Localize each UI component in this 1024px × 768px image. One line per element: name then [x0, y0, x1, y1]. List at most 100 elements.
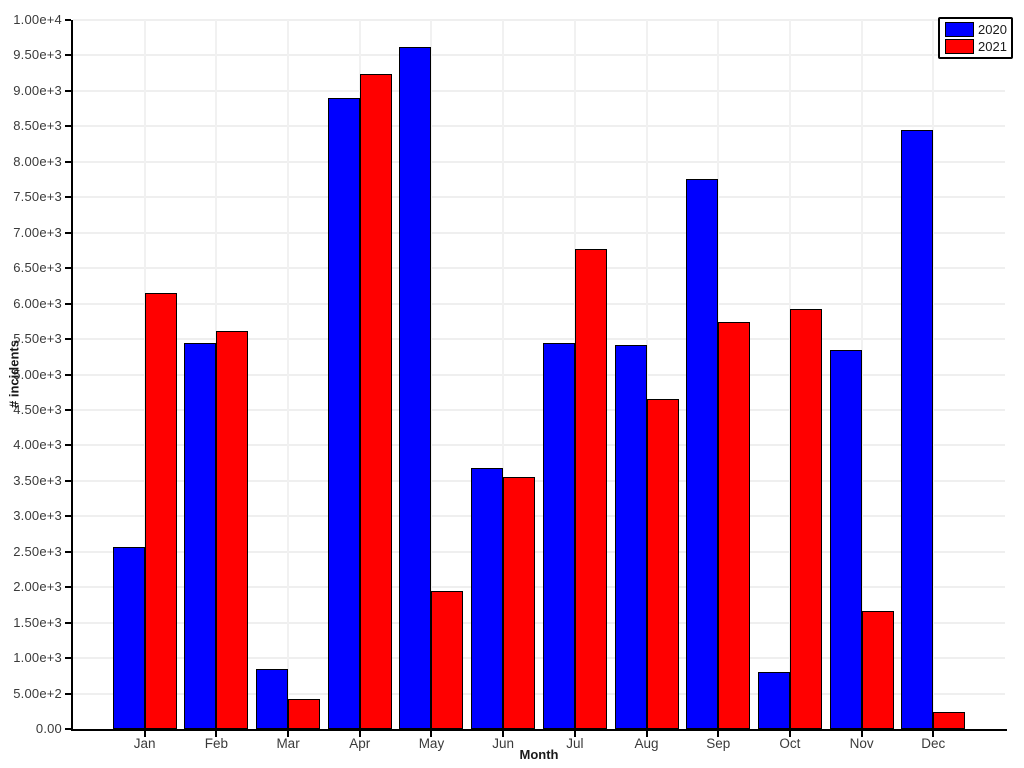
y-tick-label: 7.50e+3 [13, 189, 62, 205]
bar-2020-jun [471, 468, 504, 729]
y-tick-label: 3.50e+3 [13, 472, 62, 488]
gridline-vertical [287, 20, 290, 729]
gridline-horizontal [73, 267, 1005, 270]
x-tick-label-oct: Oct [779, 736, 801, 751]
gridline-horizontal [73, 692, 1005, 695]
gridline-vertical [430, 20, 433, 729]
y-tick-label: 1.00e+3 [13, 650, 62, 666]
x-tick-label-sep: Sep [706, 736, 731, 751]
y-tick [65, 231, 71, 234]
y-tick [65, 19, 71, 21]
x-tick-label-nov: Nov [849, 736, 874, 751]
x-tick [932, 731, 935, 737]
gridline-horizontal [73, 550, 1005, 553]
y-tick-label: 1.50e+3 [13, 614, 62, 630]
y-tick-label: 9.50e+3 [13, 47, 62, 63]
y-tick [65, 54, 71, 57]
y-tick-label: 8.50e+3 [13, 118, 62, 134]
bar-2021-jul [574, 249, 607, 729]
x-tick [788, 731, 791, 737]
y-tick [65, 338, 71, 341]
x-tick-label-jun: Jun [492, 736, 515, 751]
y-tick [65, 125, 71, 128]
y-tick-label: 2.50e+3 [13, 543, 62, 559]
x-tick-label-aug: Aug [634, 736, 659, 751]
bar-2021-dec [933, 711, 966, 729]
gridline-horizontal [73, 479, 1005, 482]
x-tick [573, 731, 576, 737]
y-tick-label: 8.00e+3 [13, 153, 62, 169]
x-tick [143, 731, 146, 737]
x-tick [717, 731, 720, 737]
y-tick [65, 479, 71, 482]
y-tick-label: 6.00e+3 [13, 295, 62, 311]
y-tick-label: 1.00e+4 [13, 12, 62, 27]
gridline-vertical [502, 20, 505, 729]
x-tick-label-jan: Jan [133, 736, 156, 751]
gridline-horizontal [73, 125, 1005, 128]
y-tick-label: 0.00 [35, 721, 62, 736]
legend-label: 2021 [978, 39, 1007, 54]
y-tick [65, 373, 71, 376]
legend-swatch-icon [945, 39, 974, 54]
y-tick [65, 89, 71, 92]
x-axis-title: Month [519, 747, 559, 762]
y-tick-label: 6.50e+3 [13, 260, 62, 276]
y-tick [65, 657, 71, 660]
legend-item-2021: 2021 [945, 39, 1007, 54]
y-tick-label: 4.50e+3 [13, 401, 62, 417]
legend: 2020 2021 [938, 17, 1013, 59]
x-tick [430, 731, 433, 737]
bar-2020-jan [112, 546, 145, 729]
y-tick-label: 5.00e+3 [13, 366, 62, 382]
x-tick-label-mar: Mar [276, 736, 300, 751]
bar-2020-sep [686, 178, 719, 729]
legend-item-2020: 2020 [945, 22, 1007, 37]
gridline-horizontal [73, 231, 1005, 234]
bar-2021-sep [718, 322, 751, 729]
x-tick-label-dec: Dec [921, 736, 946, 751]
bar-2020-dec [901, 129, 934, 729]
x-tick [215, 731, 218, 737]
x-tick [502, 731, 505, 737]
gridline-horizontal [73, 444, 1005, 447]
y-tick-label: 3.00e+3 [13, 508, 62, 524]
x-axis-spine [71, 729, 1007, 731]
y-axis-title: # incidents [6, 340, 22, 408]
gridline-horizontal [73, 338, 1005, 341]
y-tick-label: 9.00e+3 [13, 82, 62, 98]
y-tick-label: 5.00e+2 [13, 685, 62, 701]
gridline-horizontal [73, 621, 1005, 624]
y-tick [65, 160, 71, 163]
legend-label: 2020 [978, 22, 1007, 37]
bar-2020-apr [327, 97, 360, 729]
x-tick-label-may: May [418, 736, 445, 751]
x-tick [287, 731, 290, 737]
x-tick [860, 731, 863, 737]
y-tick [65, 728, 71, 730]
y-tick [65, 408, 71, 411]
y-tick-label: 7.00e+3 [13, 224, 62, 240]
legend-swatch-icon [945, 22, 974, 37]
y-tick [65, 586, 71, 589]
gridline-horizontal [73, 657, 1005, 660]
x-tick-label-jul: Jul [566, 736, 584, 751]
y-tick [65, 196, 71, 199]
bar-2021-jun [503, 476, 536, 729]
y-tick-label: 5.50e+3 [13, 331, 62, 347]
gridline-horizontal [73, 19, 1005, 21]
y-axis-spine [71, 20, 73, 731]
bar-2021-mar [288, 699, 321, 729]
gridline-horizontal [73, 408, 1005, 411]
gridline-horizontal [73, 302, 1005, 305]
y-tick [65, 302, 71, 305]
y-tick [65, 550, 71, 553]
y-tick [65, 515, 71, 518]
bar-2021-may [431, 591, 464, 729]
bar-2020-aug [614, 345, 647, 729]
y-tick [65, 621, 71, 624]
x-tick [645, 731, 648, 737]
bar-2020-oct [757, 672, 790, 729]
y-tick-label: 4.00e+3 [13, 437, 62, 453]
plot-area [73, 19, 1005, 729]
